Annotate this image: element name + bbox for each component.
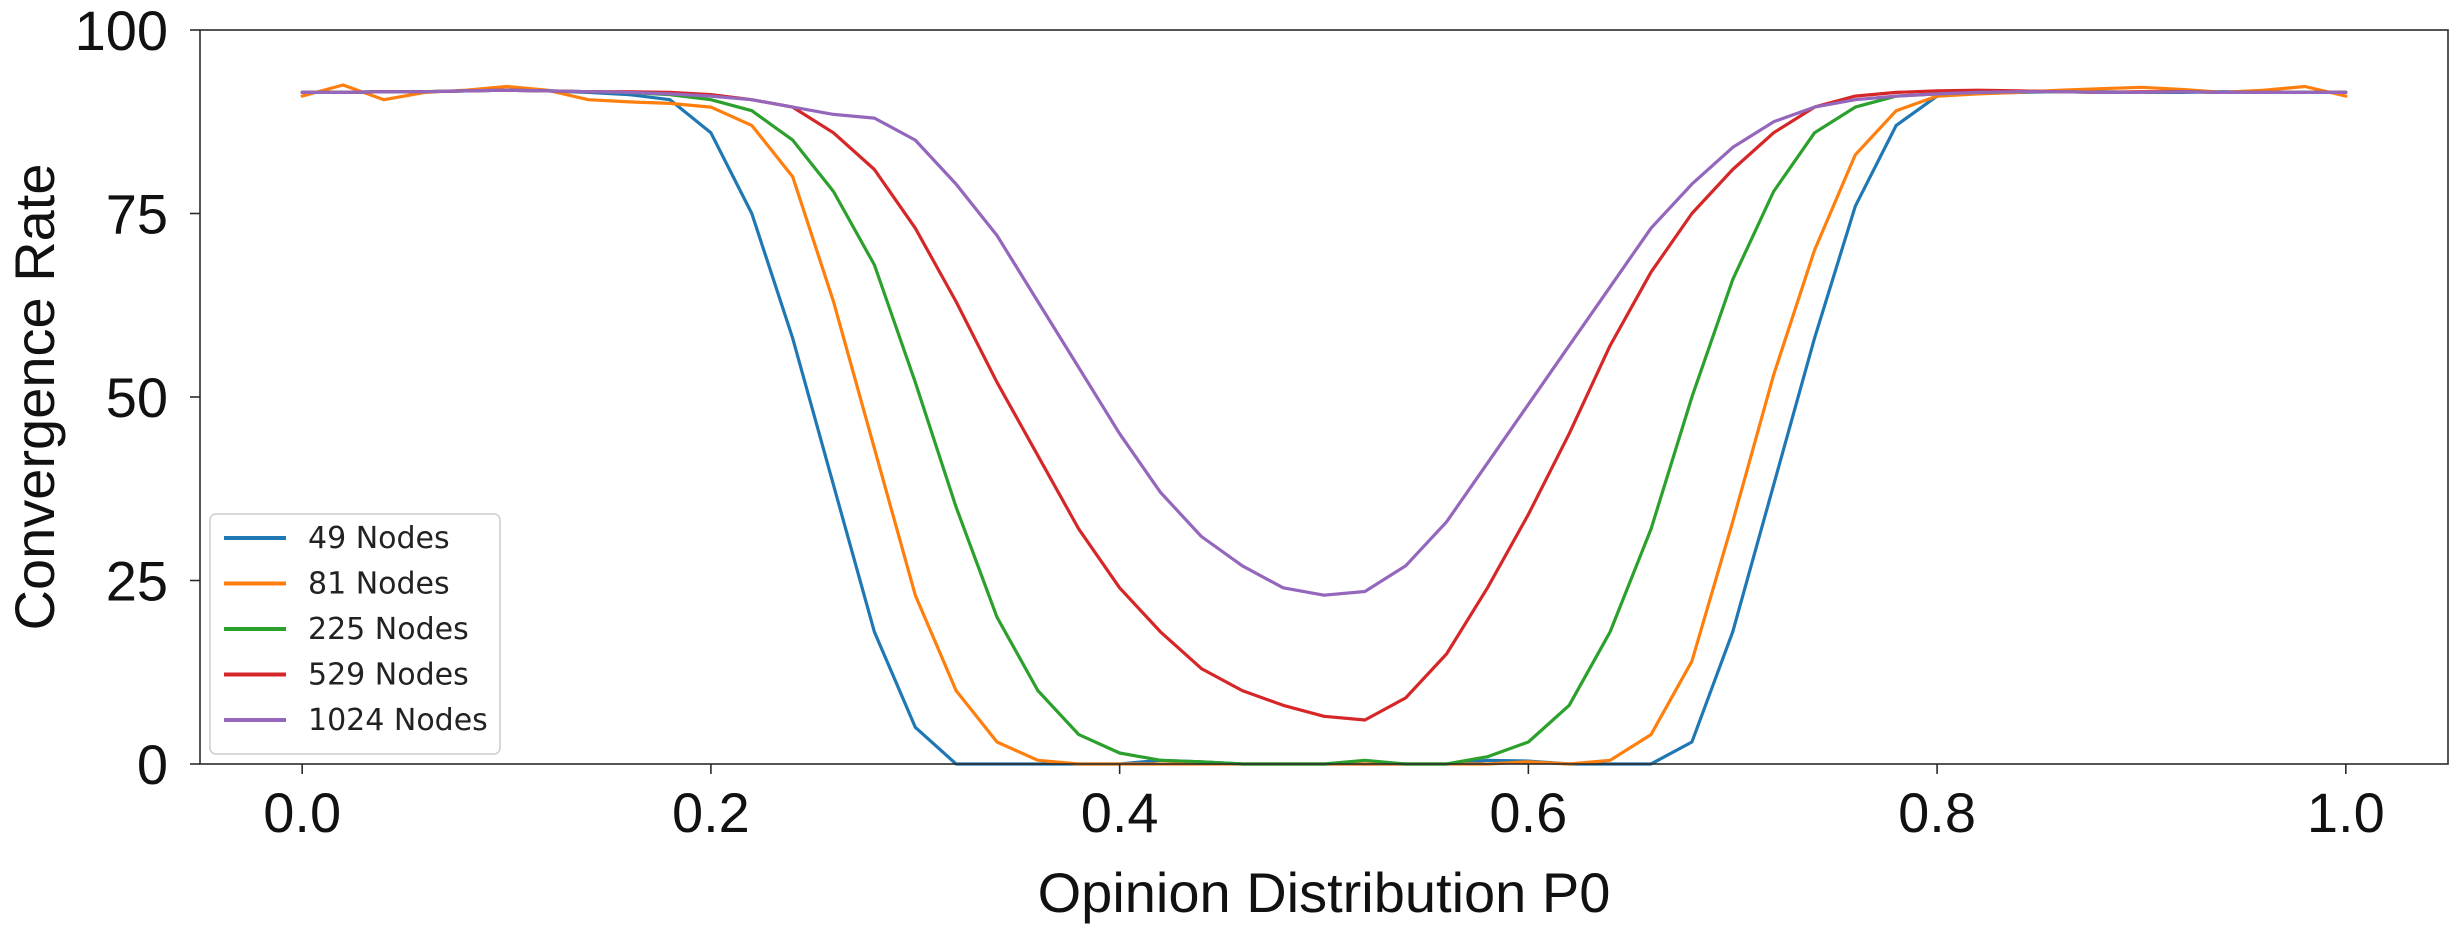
x-tick-label: 0.6 [1489, 781, 1567, 844]
series-line-4 [300, 88, 2348, 597]
axis-ticks: 0.0 0.2 0.4 0.6 0.8 1.0 0 25 50 75 100 [75, 0, 2385, 844]
legend-label-1: 81 Nodes [308, 567, 450, 602]
y-tick-label: 75 [106, 183, 168, 246]
y-tick-label: 25 [106, 550, 168, 613]
y-axis-title: Convergence Rate [3, 164, 66, 631]
legend: 49 Nodes 81 Nodes 225 Nodes 529 Nodes 1024 N… [209, 513, 501, 755]
x-axis-title: Opinion Distribution P0 [1038, 861, 1611, 924]
x-tick-label: 0.2 [672, 781, 750, 844]
x-tick-label: 0.8 [1898, 781, 1976, 844]
x-tick-label: 0.0 [263, 781, 341, 844]
y-tick-label: 0 [137, 733, 168, 796]
legend-items: 49 Nodes 81 Nodes 225 Nodes 529 Nodes 1024 N… [224, 521, 488, 738]
x-tick-label: 0.4 [1081, 781, 1159, 844]
legend-label-2: 225 Nodes [308, 612, 469, 647]
y-tick-label: 100 [75, 0, 168, 62]
legend-label-3: 529 Nodes [308, 658, 469, 693]
legend-label-4: 1024 Nodes [308, 703, 488, 738]
legend-label-0: 49 Nodes [308, 521, 450, 556]
y-tick-label: 50 [106, 366, 168, 429]
x-tick-label: 1.0 [2307, 781, 2385, 844]
legend-frame [209, 513, 501, 755]
